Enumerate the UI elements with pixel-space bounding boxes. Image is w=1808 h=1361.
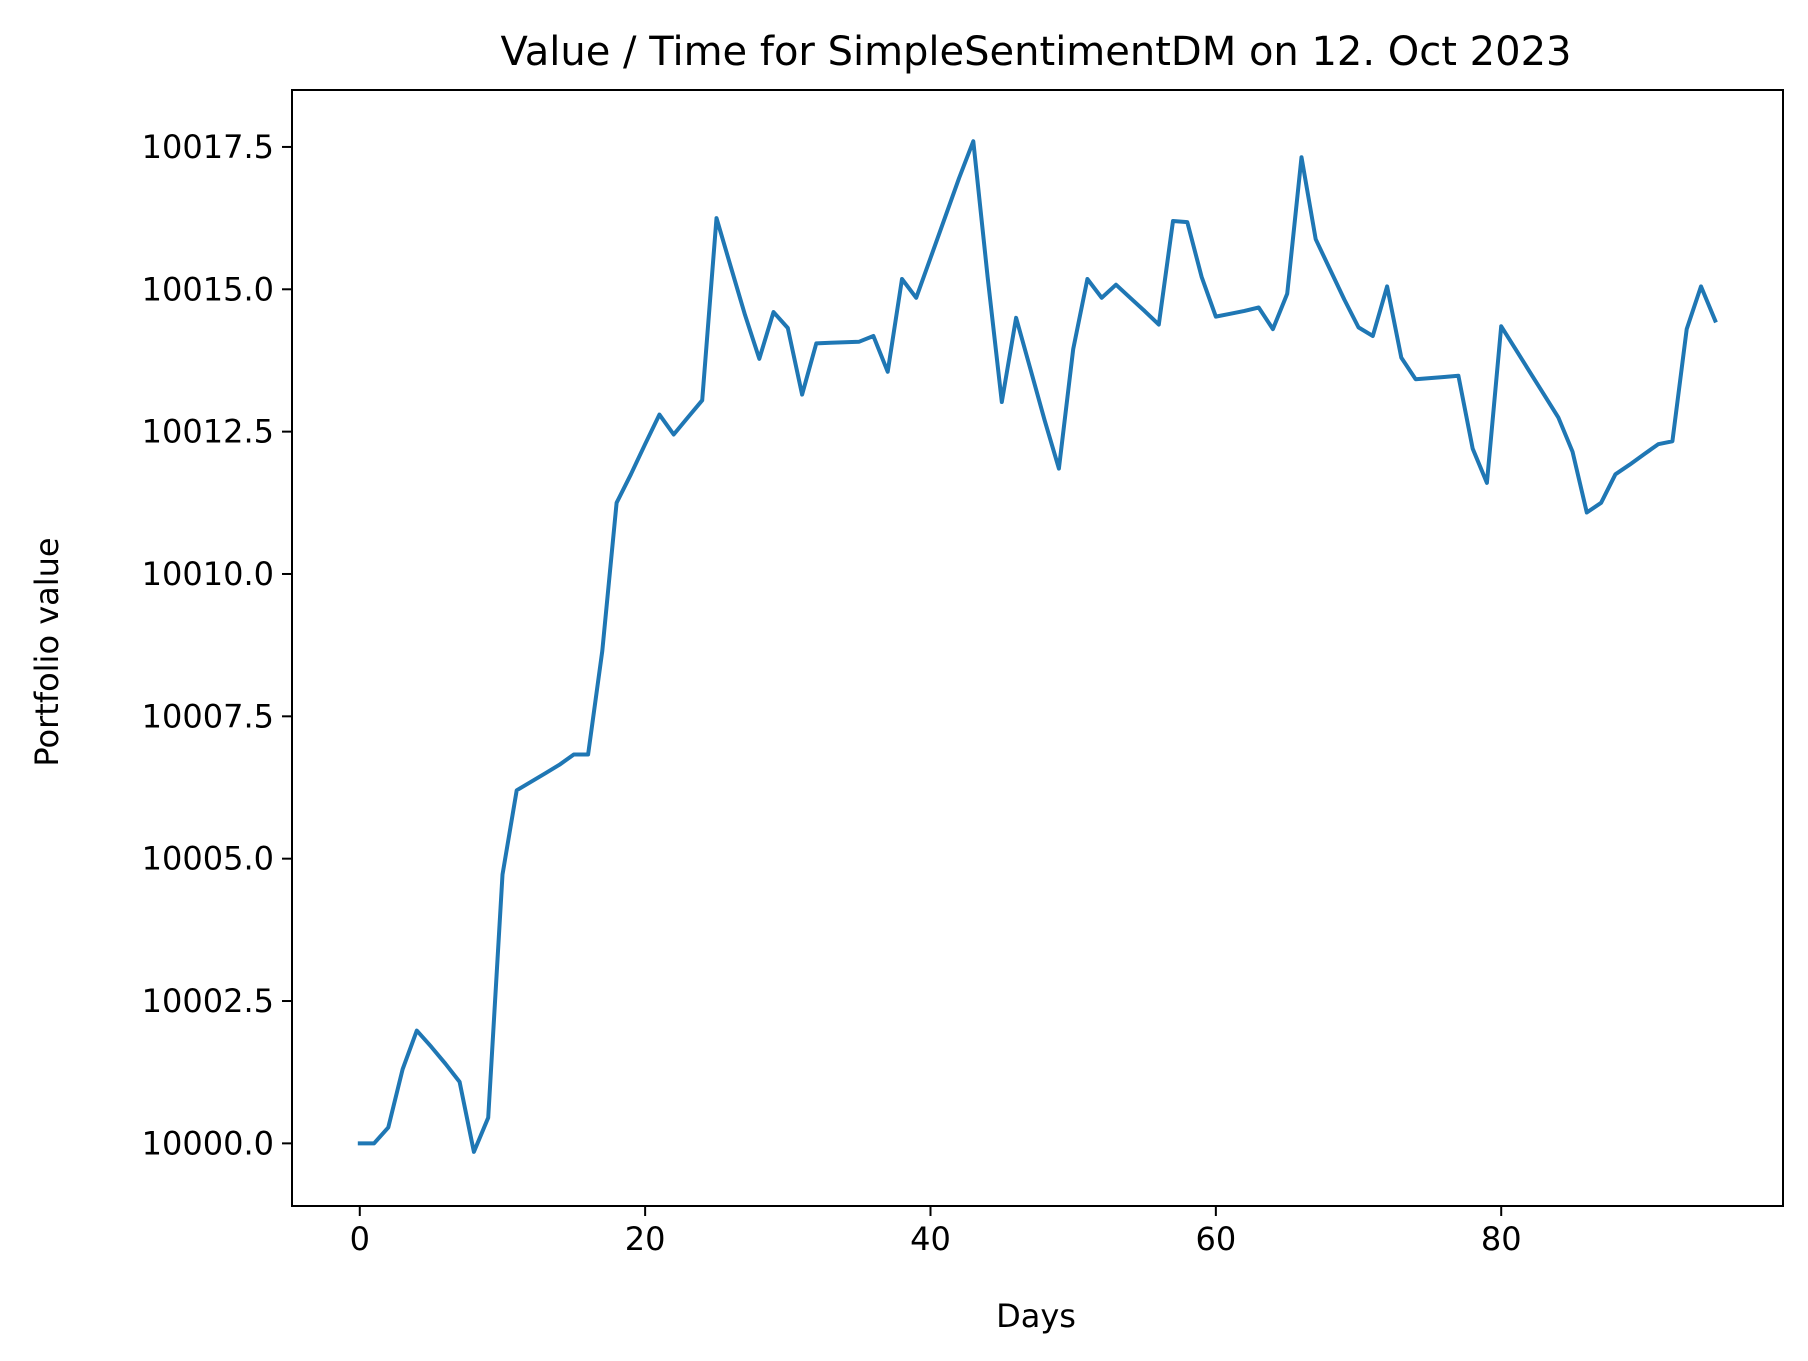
y-tick-label: 10012.5 <box>142 413 274 451</box>
y-axis-ticks: 10000.0 10002.5 10005.0 10007.5 10010.0 10012… <box>142 128 292 1162</box>
x-axis-ticks: 0 20 40 60 80 <box>350 1206 1522 1258</box>
y-tick-label: 10000.0 <box>142 1124 274 1162</box>
x-tick-label: 0 <box>350 1220 370 1258</box>
y-tick-label: 10015.0 <box>142 270 274 308</box>
y-tick-label: 10010.0 <box>142 555 274 593</box>
x-tick-label: 60 <box>1195 1220 1236 1258</box>
plot-frame <box>291 89 1784 1207</box>
series-layer <box>357 139 1718 1154</box>
y-tick-label: 10007.5 <box>142 697 274 735</box>
x-tick-label: 20 <box>625 1220 666 1258</box>
x-axis-label: Days <box>996 1297 1076 1335</box>
y-tick-label: 10017.5 <box>142 128 274 166</box>
x-tick-label: 40 <box>910 1220 951 1258</box>
x-tick-label: 80 <box>1481 1220 1522 1258</box>
y-axis-label: Portfolio value <box>28 537 66 766</box>
portfolio-value-line <box>357 139 1718 1154</box>
y-tick-label: 10002.5 <box>142 982 274 1020</box>
y-tick-label: 10005.0 <box>142 840 274 878</box>
chart-title: Value / Time for SimpleSentimentDM on 12… <box>501 29 1572 75</box>
